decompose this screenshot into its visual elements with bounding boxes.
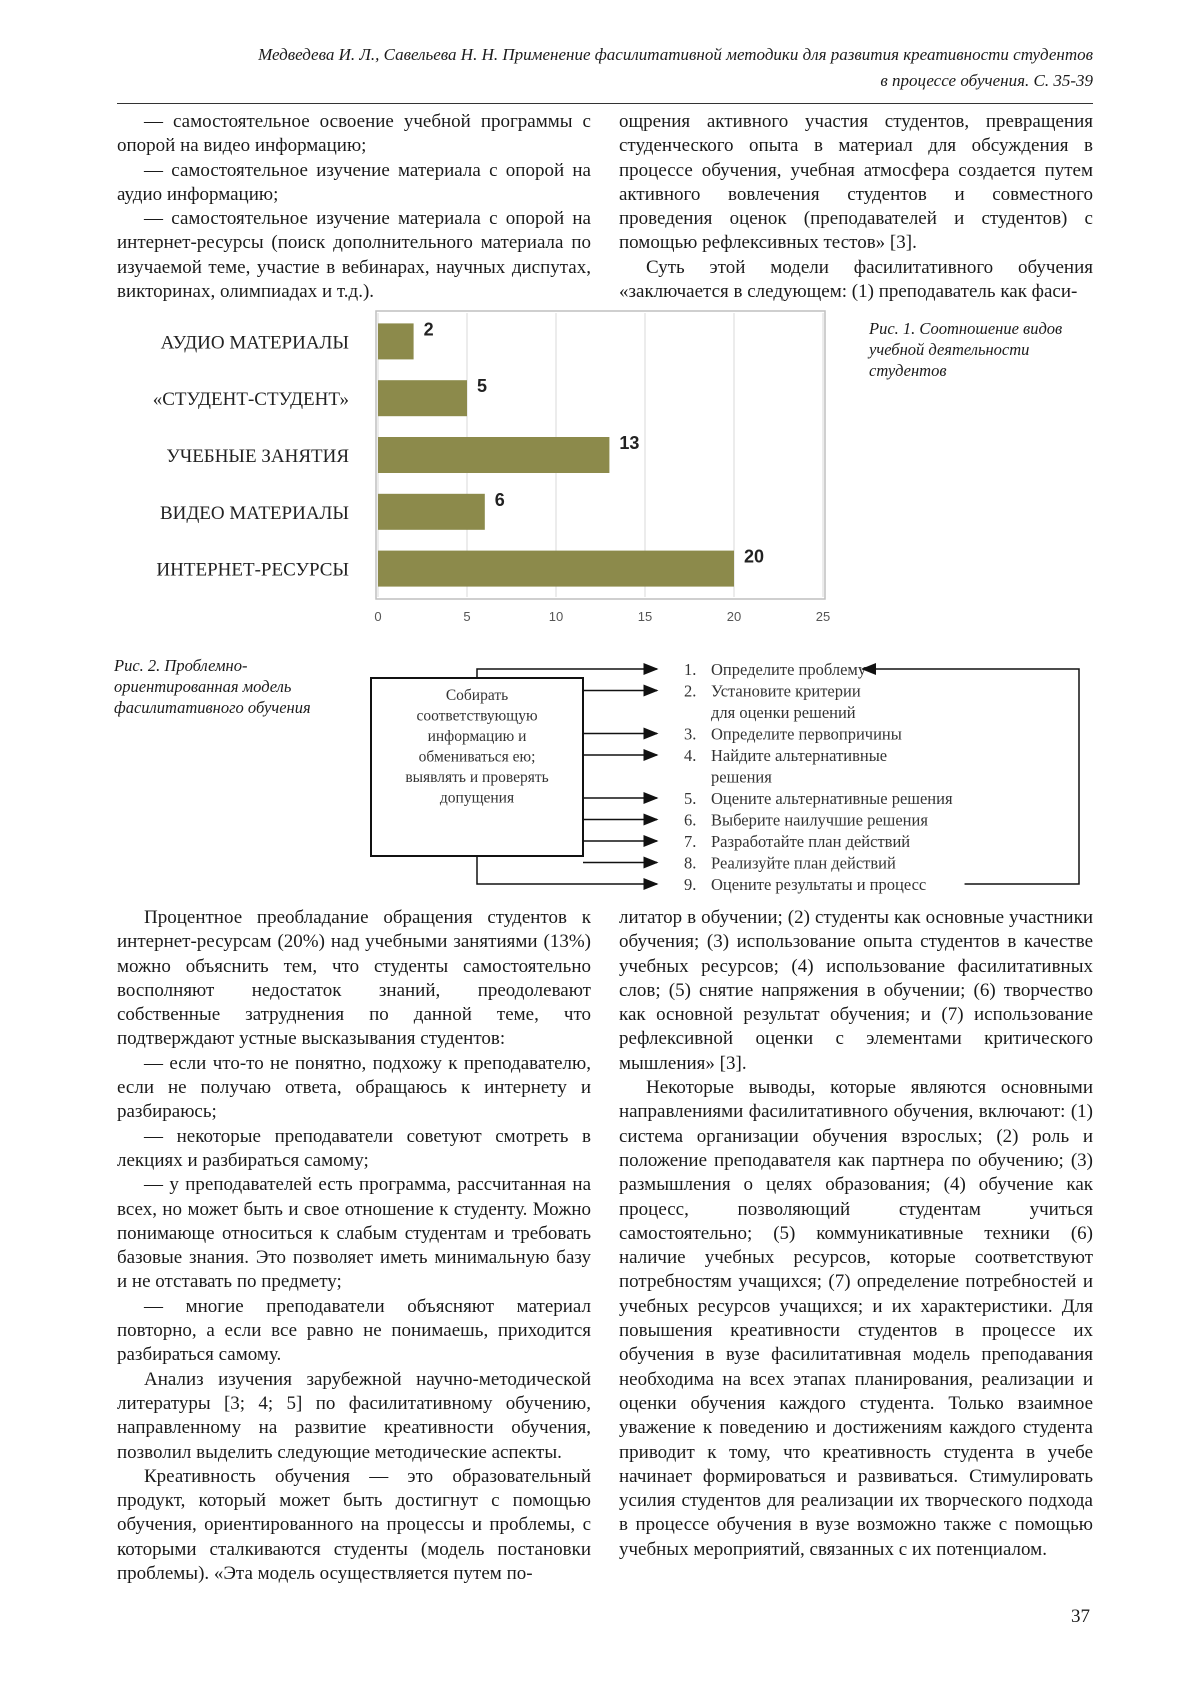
- step-number: 7.: [684, 832, 696, 851]
- x-tick-label: 10: [549, 609, 563, 624]
- x-tick-label: 0: [374, 609, 381, 624]
- paragraph: — самостоятельное освоение учебной прогр…: [117, 110, 591, 159]
- step-text: Найдите альтернативные: [711, 746, 887, 765]
- bar: [378, 551, 734, 587]
- paragraph: — некоторые преподаватели советуют смотр…: [117, 1125, 591, 1174]
- category-label: АУДИО МАТЕРИАЛЫ: [161, 332, 349, 353]
- box-text: Собирать: [446, 687, 508, 704]
- step-text: Определите первопричины: [711, 725, 902, 744]
- step-text: Реализуйте план действий: [711, 854, 896, 873]
- paragraph: Анализ изучения зарубежной научно-методи…: [117, 1368, 591, 1465]
- paragraph: — самостоятельное изучение материала с о…: [117, 159, 591, 208]
- step-number: 8.: [684, 854, 696, 873]
- bar: [378, 494, 485, 530]
- figure-caption: Рис. 1. Соотношение видов учебной деятел…: [869, 318, 1084, 381]
- x-tick-label: 20: [727, 609, 741, 624]
- category-label: ВИДЕО МАТЕРИАЛЫ: [160, 503, 349, 524]
- step-text: Определите проблему: [711, 660, 867, 679]
- x-tick-label: 5: [463, 609, 470, 624]
- x-tick-label: 15: [638, 609, 652, 624]
- step-text: для оценки решений: [711, 703, 856, 722]
- step-number: 5.: [684, 789, 696, 808]
- header-rule: [117, 103, 1093, 104]
- paragraph: литатор в обучении; (2) студенты как осн…: [619, 906, 1093, 1076]
- bar: [378, 323, 414, 359]
- figure-caption: Рис. 2. Проблемно-ориентированная модель…: [114, 655, 346, 718]
- paragraph: — самостоятельное изучение материала с о…: [117, 207, 591, 304]
- column: литатор в обучении; (2) студенты как осн…: [619, 906, 1093, 1562]
- value-label: 2: [424, 319, 434, 339]
- category-label: ИНТЕРНЕТ-РЕСУРСЫ: [156, 560, 349, 581]
- column: ощрения активного участия студентов, пре…: [619, 110, 1093, 304]
- box-text: выявлять и проверять: [405, 769, 548, 786]
- paragraph: — многие преподаватели объясняют материа…: [117, 1295, 591, 1368]
- page-number: 37: [1071, 1606, 1090, 1628]
- step-text: решения: [711, 768, 772, 787]
- paragraph: Процентное преобладание обращения студен…: [117, 906, 591, 1052]
- paragraph: Креативность обучения — это образователь…: [117, 1465, 591, 1586]
- value-label: 20: [744, 547, 764, 567]
- running-header: Медведева И. Л., Савельева Н. Н. Примене…: [258, 42, 1093, 94]
- box-text: соответствующую: [416, 708, 537, 725]
- category-label: «СТУДЕНТ-СТУДЕНТ»: [153, 389, 349, 410]
- step-text: Установите критерии: [711, 682, 861, 701]
- header-line: Медведева И. Л., Савельева Н. Н. Примене…: [258, 42, 1093, 68]
- paragraph: — если что-то не понятно, подхожу к преп…: [117, 1052, 591, 1125]
- step-number: 6.: [684, 811, 696, 830]
- step-number: 4.: [684, 746, 696, 765]
- x-tick-label: 25: [816, 609, 830, 624]
- box-text: обмениваться ею;: [419, 749, 536, 766]
- column: Процентное преобладание обращения студен…: [117, 906, 591, 1586]
- diagram-box: [371, 678, 583, 856]
- header-line: в процессе обучения. С. 35-39: [258, 68, 1093, 94]
- bar: [378, 437, 609, 473]
- category-label: УЧЕБНЫЕ ЗАНЯТИЯ: [166, 446, 349, 467]
- value-label: 13: [619, 433, 639, 453]
- box-text: допущения: [440, 790, 514, 807]
- paragraph: ощрения активного участия студентов, пре…: [619, 110, 1093, 256]
- paragraph: Суть этой модели фасилитативного обучени…: [619, 256, 1093, 305]
- box-text: информацию и: [428, 728, 527, 745]
- step-number: 3.: [684, 725, 696, 744]
- step-number: 9.: [684, 875, 696, 894]
- column: — самостоятельное освоение учебной прогр…: [117, 110, 591, 304]
- paragraph: — у преподавателей есть программа, рассч…: [117, 1173, 591, 1294]
- step-text: Оцените альтернативные решения: [711, 789, 953, 808]
- step-number: 1.: [684, 660, 696, 679]
- step-text: Выберите наилучшие решения: [711, 811, 928, 830]
- step-text: Оцените результаты и процесс: [711, 875, 926, 894]
- flow-arrow: [477, 856, 657, 884]
- bar: [378, 380, 467, 416]
- step-text: Разработайте план действий: [711, 832, 910, 851]
- flow-arrow: [477, 669, 657, 678]
- paragraph: Некоторые выводы, которые являются основ…: [619, 1076, 1093, 1562]
- return-arrow: [863, 669, 1079, 884]
- value-label: 5: [477, 376, 487, 396]
- value-label: 6: [495, 490, 505, 510]
- step-number: 2.: [684, 682, 696, 701]
